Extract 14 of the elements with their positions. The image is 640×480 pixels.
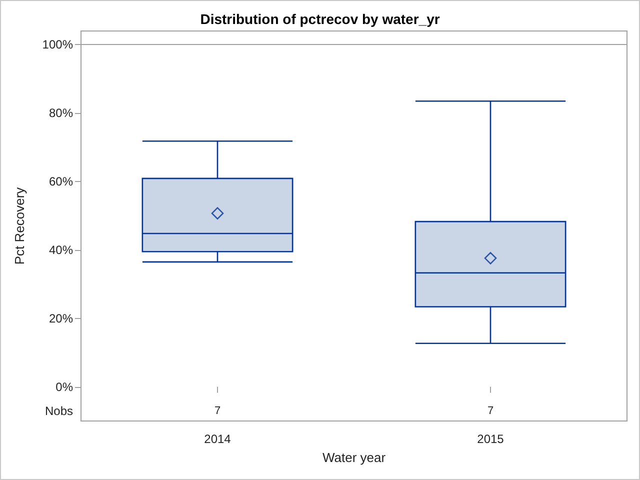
annotation: 7 bbox=[487, 405, 494, 417]
x-tick-label: 2014 bbox=[204, 432, 232, 446]
text: Nobs bbox=[44, 404, 73, 418]
annotation: 7 bbox=[214, 405, 221, 417]
x-axis-title: Water year bbox=[322, 450, 386, 465]
y-tick-label: 80% bbox=[48, 106, 74, 120]
chart-title: Distribution of pctrecov by water_yr bbox=[200, 11, 440, 27]
y-tick-label: 0% bbox=[56, 380, 74, 394]
y-tick-label: 40% bbox=[48, 242, 74, 257]
y-tick-label: 20% bbox=[48, 311, 74, 326]
y-tick-label: 60% bbox=[48, 174, 74, 189]
y-axis-title: Pct Recovery bbox=[12, 186, 27, 265]
x-tick-label: 2015 bbox=[477, 432, 504, 446]
y-tick-label: 100% bbox=[42, 38, 74, 52]
